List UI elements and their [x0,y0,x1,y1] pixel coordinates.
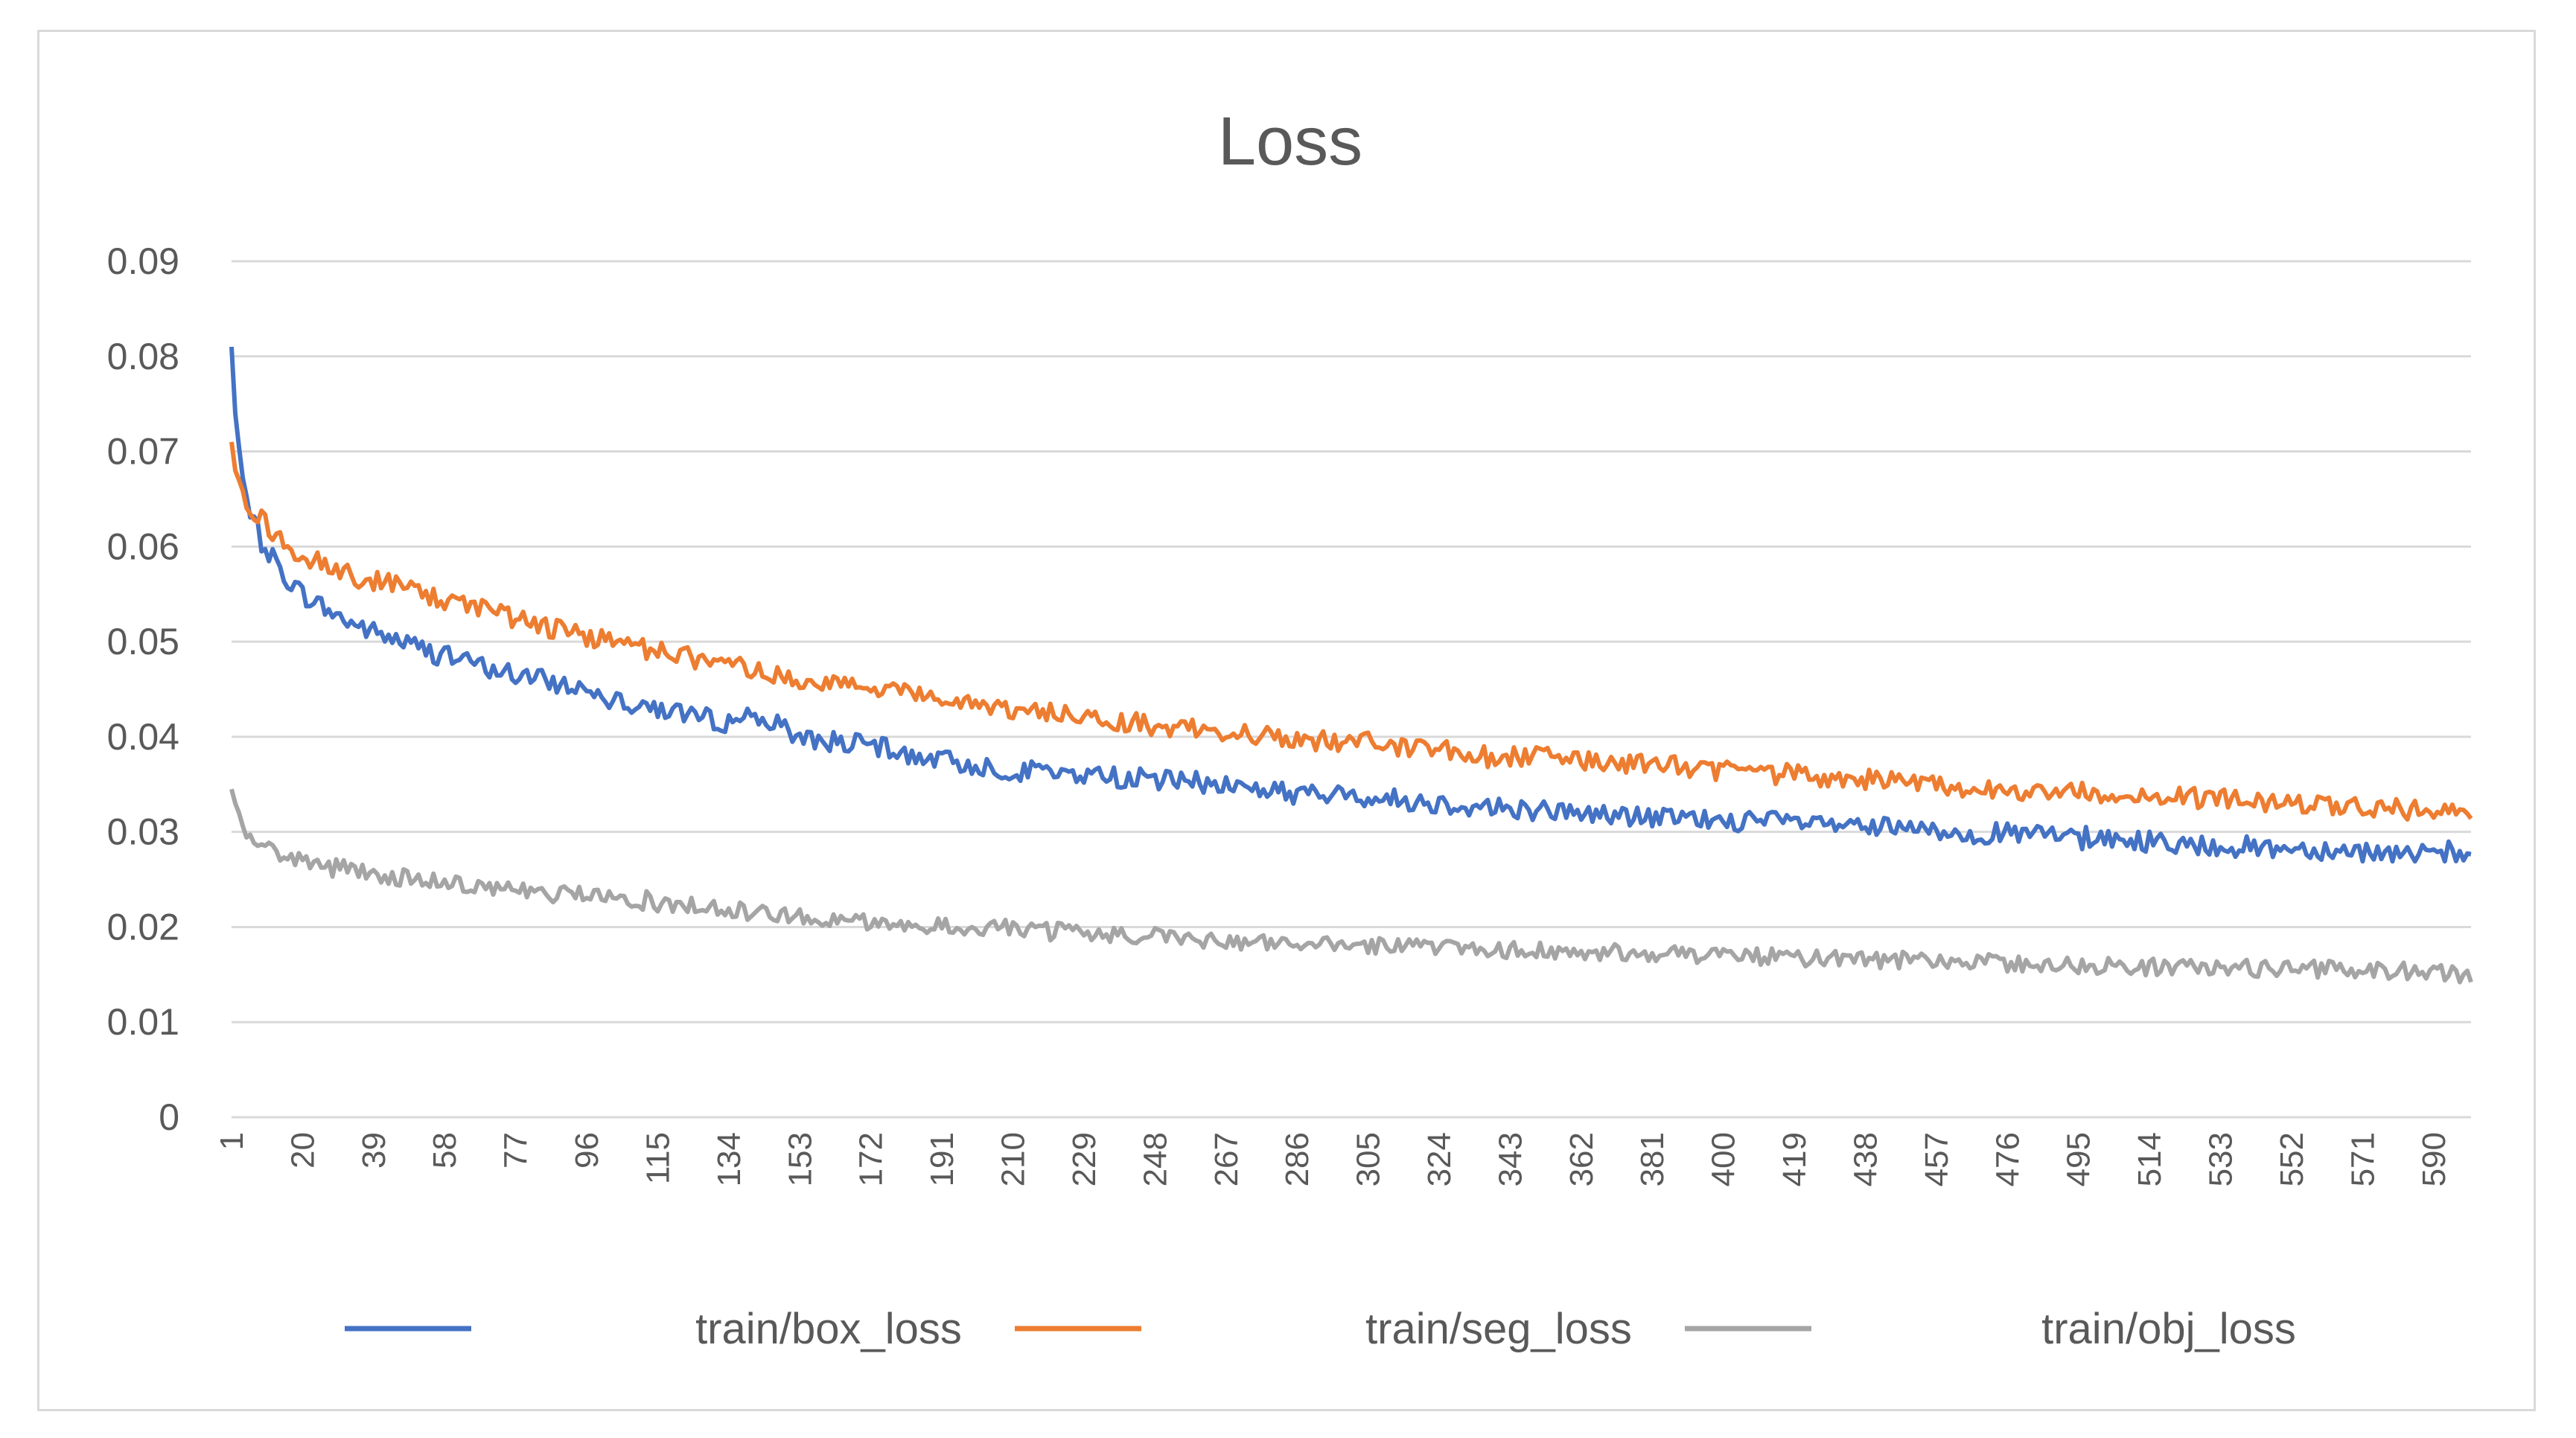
legend-label: train/seg_loss [1365,1305,1632,1353]
series-line-train-seg-loss [229,441,2473,822]
chart-title: Loss [1218,103,1362,179]
legend-label: train/box_loss [695,1305,962,1353]
x-tick-label: 77 [498,1132,535,1169]
x-tick-label: 476 [1989,1132,2026,1186]
x-tick-label: 58 [427,1132,463,1169]
y-tick-label: 0.02 [107,906,179,948]
x-tick-label: 286 [1279,1132,1316,1186]
x-tick-label: 343 [1492,1132,1528,1186]
y-tick-label: 0.05 [107,621,179,662]
y-tick-label: 0 [159,1096,179,1138]
x-tick-label: 20 [284,1132,321,1169]
x-tick-label: 1 [214,1132,250,1150]
legend-label: train/obj_loss [2041,1305,2296,1353]
x-tick-label: 96 [569,1132,605,1169]
y-tick-label: 0.04 [107,716,179,758]
x-tick-label: 514 [2132,1132,2168,1186]
x-tick-label: 400 [1706,1132,1742,1186]
x-tick-label: 495 [2061,1132,2097,1186]
x-tick-label: 172 [853,1132,890,1186]
x-tick-label: 267 [1208,1132,1245,1186]
x-tick-label: 571 [2344,1132,2381,1186]
x-tick-label: 438 [1847,1132,1884,1186]
x-tick-label: 419 [1776,1132,1813,1186]
x-tick-label: 362 [1563,1132,1600,1186]
x-tick-label: 115 [640,1132,676,1184]
x-tick-label: 229 [1066,1132,1103,1186]
x-tick-label: 39 [356,1132,392,1169]
series-line-train-box-loss [229,346,2472,864]
x-tick-label: 552 [2274,1132,2310,1186]
y-tick-label: 0.07 [107,431,179,473]
y-tick-label: 0.09 [107,240,179,282]
loss-chart: Loss 0 0.01 0.02 0.03 0.04 0.05 0.06 0.07 0.08 0.… [107,103,2473,1353]
y-tick-label: 0.03 [107,811,179,853]
y-tick-label: 0.08 [107,336,179,377]
y-tick-label: 0.06 [107,525,179,567]
x-tick-label: 210 [995,1132,1032,1186]
x-tick-label: 590 [2416,1132,2452,1186]
x-tick-label: 248 [1137,1132,1173,1186]
chart-frame: Loss 0 0.01 0.02 0.03 0.04 0.05 0.06 0.07 0.08 0.… [37,30,2536,1411]
x-tick-label: 457 [1919,1132,1955,1186]
series-line-train-obj-loss [229,788,2473,985]
x-tick-label: 134 [711,1132,747,1186]
x-tick-label: 191 [924,1132,960,1186]
x-tick-label: 381 [1634,1132,1671,1186]
x-tick-label: 324 [1421,1132,1458,1186]
x-tick-label: 305 [1351,1132,1387,1186]
x-tick-label: 153 [782,1132,818,1186]
y-tick-label: 0.01 [107,1001,179,1043]
x-tick-label: 533 [2203,1132,2239,1186]
